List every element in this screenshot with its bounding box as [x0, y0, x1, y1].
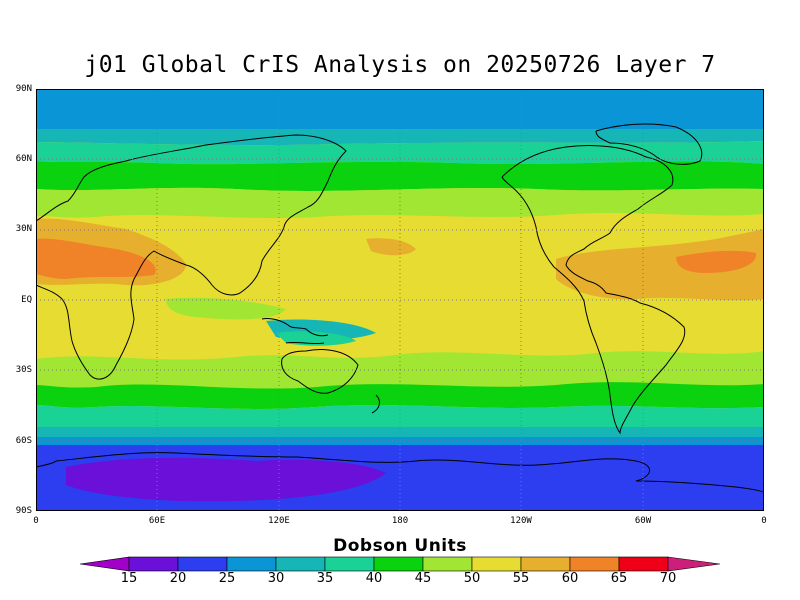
coast-greenland: [595, 123, 703, 165]
map-canvas: [36, 89, 764, 511]
coastlines: [36, 123, 764, 494]
colorbar-box: [128, 556, 179, 572]
colorbar-box: [275, 556, 326, 572]
band-south-35: [36, 427, 764, 437]
graticule: [36, 89, 764, 511]
map-border: [36, 89, 764, 511]
lat-label-eq: EQ: [21, 295, 32, 305]
lat-label-90s: 90S: [15, 506, 32, 516]
band-south-40: [36, 405, 764, 427]
colorbar-tick-label: 60: [561, 571, 579, 586]
lat-label-30n: 30N: [15, 224, 32, 234]
lat-label-60n: 60N: [15, 154, 32, 164]
patch-atlantic-60: [676, 250, 757, 273]
patch-atlantic-55: [556, 229, 764, 301]
ozone-map: [36, 89, 764, 511]
lon-label-60w: 60W: [634, 516, 652, 526]
colorbar-box: [520, 556, 571, 572]
colorbar-tick-label: 35: [316, 571, 334, 586]
lon-label-180: 180: [391, 516, 409, 526]
colorbar-box: [324, 556, 375, 572]
lon-label-0-east: 0: [761, 516, 767, 526]
coast-eurasia-africa: [36, 134, 347, 380]
patch-indian-50: [166, 297, 286, 320]
colorbar-box: [226, 556, 277, 572]
lon-label-120e: 120E: [268, 516, 290, 526]
colorbar-tick-label: 70: [659, 571, 677, 586]
band-north-50: [36, 187, 764, 218]
colorbar-box: [618, 556, 669, 572]
colorbar-high-arrow: [667, 556, 721, 572]
colorbar-tick-label: 45: [414, 571, 432, 586]
colorbar-tick-label: 20: [169, 571, 187, 586]
lat-label-90n: 90N: [15, 84, 32, 94]
colorbar-box: [177, 556, 228, 572]
patch-africa-60: [36, 238, 156, 279]
colorbar-box: [471, 556, 522, 572]
coast-antarctica: [36, 452, 764, 494]
colorbar: [79, 556, 721, 572]
colorbar-tick-label: 25: [218, 571, 236, 586]
coast-new-zealand: [371, 394, 380, 414]
colorbar-box: [569, 556, 620, 572]
colorbar-tick-label: 65: [610, 571, 628, 586]
colorbar-title: Dobson Units: [333, 536, 467, 556]
band-north-45: [36, 161, 764, 191]
colorbar-tick-label: 50: [463, 571, 481, 586]
band-north-40: [36, 141, 764, 165]
colorbar-box: [422, 556, 473, 572]
colorbar-tick-label: 55: [512, 571, 530, 586]
lon-label-0-west: 0: [33, 516, 39, 526]
colorbar-box: [373, 556, 424, 572]
patch-pacific-55: [366, 238, 416, 256]
antarctic-vortex-20: [66, 457, 386, 502]
coast-americas: [501, 145, 686, 435]
band-south-45: [36, 382, 764, 409]
colorbar-low-arrow: [79, 556, 130, 572]
colorbar-tick-label: 30: [267, 571, 285, 586]
colorbar-tick-label: 40: [365, 571, 383, 586]
lon-label-60e: 60E: [148, 516, 166, 526]
lat-label-30s: 30S: [15, 365, 32, 375]
lon-label-120w: 120W: [510, 516, 532, 526]
lat-label-60s: 60S: [15, 436, 32, 446]
coast-indonesia-australia: [261, 318, 359, 394]
chart-title: j01 Global CrIS Analysis on 20250726 Lay…: [84, 52, 716, 78]
colorbar-tick-label: 15: [120, 571, 138, 586]
